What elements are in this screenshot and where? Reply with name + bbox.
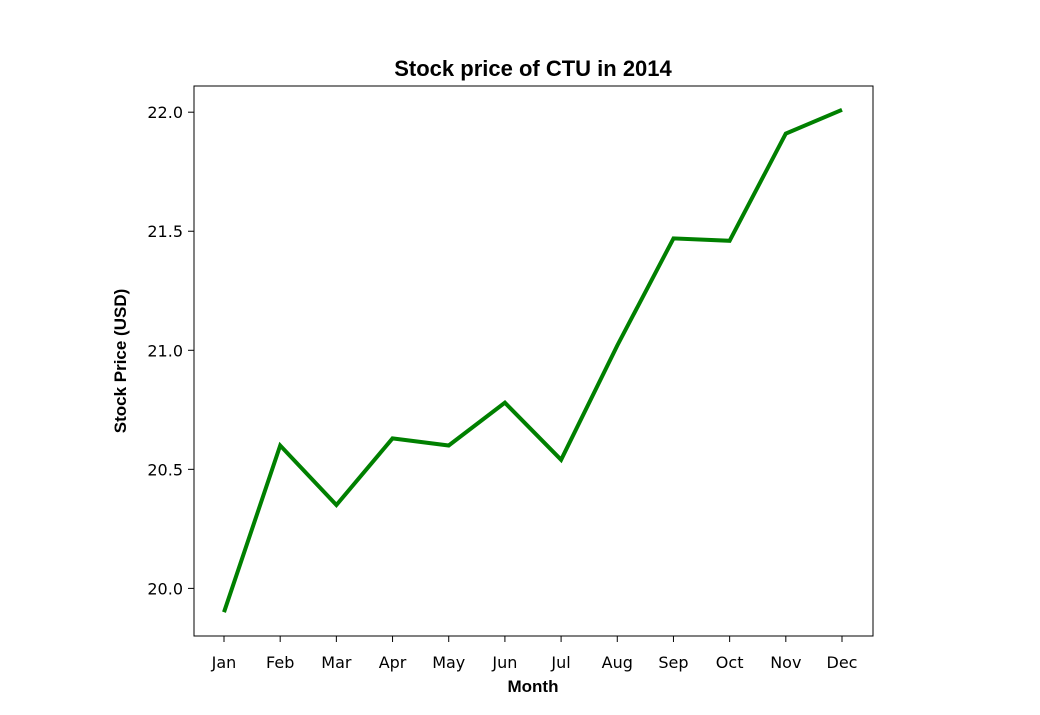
y-axis: 20.0 20.5 21.0 21.5 22.0: [147, 103, 194, 598]
x-axis: Jan Feb Mar Apr May Jun Jul Aug Sep Oct Nov Dec: [211, 636, 858, 672]
plot-area-frame: [193, 85, 874, 637]
y-tick-label: 22.0: [147, 103, 183, 122]
x-axis-label: Month: [508, 677, 559, 696]
y-axis-label: Stock Price (USD): [111, 289, 130, 434]
x-tick-label: Oct: [716, 653, 744, 672]
y-tick-label: 21.0: [147, 341, 183, 360]
x-tick-label: Jun: [491, 653, 517, 672]
x-tick-label: Apr: [379, 653, 407, 672]
x-tick-label: Jul: [550, 653, 570, 672]
x-tick-label: May: [432, 653, 465, 672]
series-line: [222, 107, 843, 613]
x-tick-label: Jan: [211, 653, 237, 672]
x-tick-label: Nov: [770, 653, 801, 672]
x-tick-label: Aug: [602, 653, 633, 672]
x-tick-label: Mar: [321, 653, 352, 672]
chart-title: Stock price of CTU in 2014: [394, 56, 672, 81]
x-tick-label: Feb: [266, 653, 294, 672]
y-tick-label: 20.0: [147, 579, 183, 598]
x-tick-label: Sep: [658, 653, 688, 672]
y-tick-label: 20.5: [147, 460, 183, 479]
y-tick-label: 21.5: [147, 222, 183, 241]
x-tick-label: Dec: [827, 653, 858, 672]
